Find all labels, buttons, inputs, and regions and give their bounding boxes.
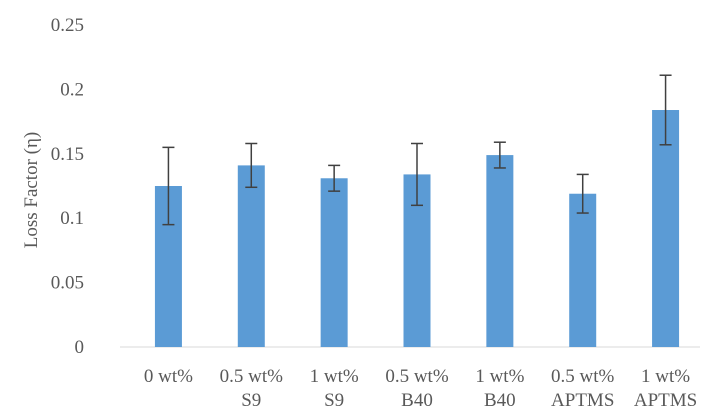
error-bar xyxy=(411,142,423,207)
y-axis-ticks: 0 0.05 0.1 0.15 0.2 0.25 xyxy=(51,15,84,358)
bar xyxy=(569,193,597,347)
y-tick-label: 0.1 xyxy=(60,208,84,229)
error-bar xyxy=(245,142,258,189)
x-category-label: 0.5 wt% APTMS xyxy=(551,366,615,410)
x-category-label: 1 wt% S9 xyxy=(310,366,359,410)
y-axis-label: Loss Factor (η) xyxy=(21,132,42,249)
x-category-label: 1 wt% APTMS xyxy=(634,366,697,410)
x-category-label: 1 wt% B40 xyxy=(475,366,524,410)
x-category-label: 0.5 wt% B40 xyxy=(385,366,449,410)
y-tick-label: 0.2 xyxy=(60,79,84,100)
error-bar xyxy=(162,146,175,226)
y-tick-label: 0.15 xyxy=(51,144,84,165)
error-bars xyxy=(162,74,672,226)
error-bar xyxy=(493,141,506,169)
bar xyxy=(237,165,265,347)
bar xyxy=(652,110,680,348)
x-category-label: 0.5 wt% S9 xyxy=(220,366,284,410)
error-bar xyxy=(659,74,672,146)
y-tick-label: 0.05 xyxy=(51,273,84,294)
x-axis-categories: 0 wt% 0.5 wt% S9 1 wt% S9 0.5 wt% B40 1 wt% B40 0… xyxy=(144,366,697,410)
bar xyxy=(486,155,514,347)
y-tick-label: 0 xyxy=(75,337,85,358)
y-tick-label: 0.25 xyxy=(51,15,84,36)
x-category-label: 0 wt% xyxy=(144,366,193,387)
error-bar xyxy=(328,164,341,192)
error-bar xyxy=(576,173,589,214)
bar xyxy=(320,178,348,347)
